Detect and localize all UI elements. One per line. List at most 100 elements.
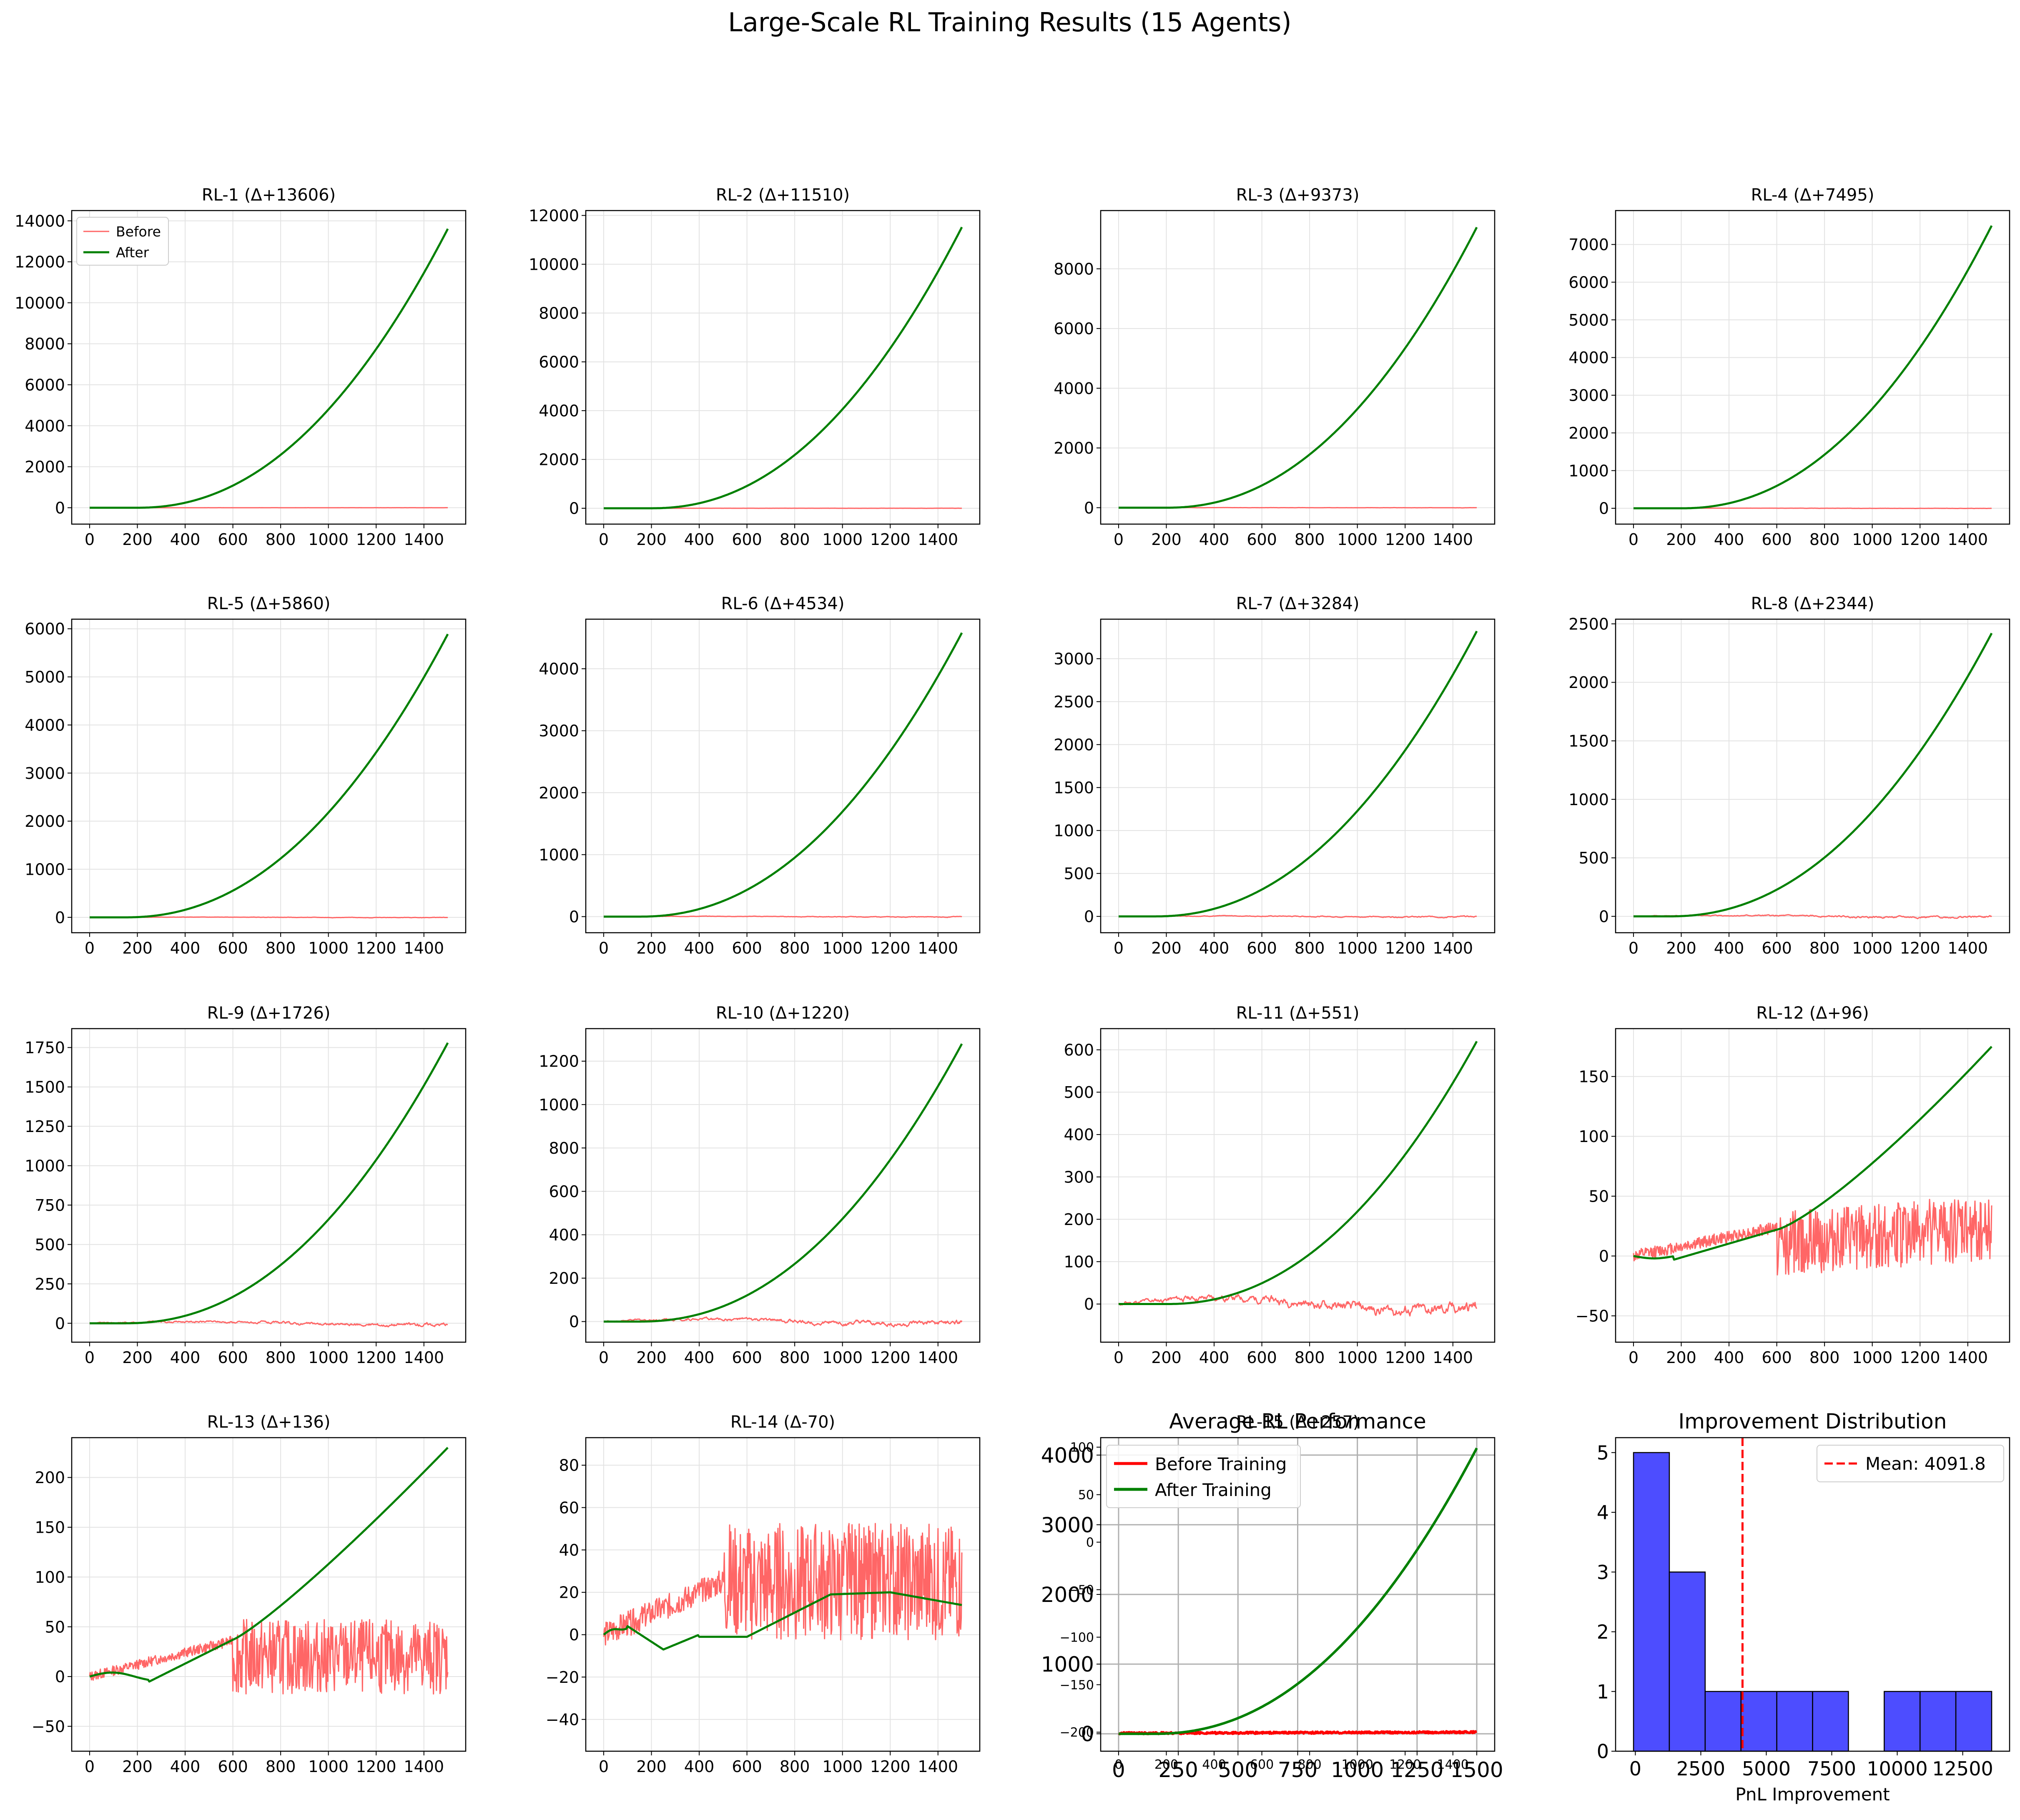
subplot-15: 0 250 500 750 1000 1250 150001000200030004000A… [1041,1409,1503,1782]
y-tick-label: 1250 [25,1117,65,1136]
y-tick-label: 12000 [529,206,579,225]
y-tick-label: 200 [549,1269,579,1288]
x-tick-label: 200 [1151,939,1182,957]
x-tick-label: 1200 [356,939,396,957]
x-tick-label: 10000 [1867,1757,1927,1780]
y-tick-label: 2000 [25,458,65,476]
y-tick-label: 0 [1084,499,1094,517]
y-tick-label: −40 [546,1710,579,1729]
x-tick-label: 1400 [918,1757,958,1776]
y-tick-label: 8000 [1054,260,1094,278]
x-tick-label: 200 [1666,1348,1696,1367]
after-series-line [1634,633,1993,918]
y-tick-label: 5000 [25,668,65,686]
y-tick-label: 500 [35,1235,65,1254]
x-tick-label: 400 [1714,939,1744,957]
x-tick-label: 1500 [1450,1758,1503,1782]
y-tick-label: 14000 [15,212,65,230]
histogram-bar [1704,1691,1741,1752]
y-tick-label: −50 [1576,1307,1609,1325]
x-tick-label: 800 [780,530,810,549]
subplot-16: 0 2500 5000 7500 10000 12500 0 1 2 3 4 5 Improvement… [1597,1409,2010,1805]
after-series-line [604,226,963,510]
subplot-title: RL-11 (Δ+551) [1236,1004,1360,1023]
legend-box [1106,1445,1301,1508]
y-tick-label: 5000 [1568,311,1609,329]
y-tick-label: 1000 [539,1096,579,1114]
x-axis-label: PnL Improvement [1735,1784,1890,1805]
y-tick-label: 40 [559,1541,579,1559]
x-tick-label: 800 [1298,1757,1322,1772]
x-tick-label: 800 [266,1757,296,1776]
x-tick-label: 800 [266,1348,296,1367]
x-tick-label: 1200 [1385,530,1425,549]
y-tick-label: 1000 [1041,1652,1094,1677]
after-series-line [1633,1046,1992,1261]
axes-frame [1100,1437,1496,1752]
y-tick-label: 0 [1084,908,1094,926]
y-tick-label: 1500 [1568,732,1609,751]
y-tick-label: 10000 [15,294,65,312]
legend-label-mean: Mean: 4091.8 [1865,1453,1986,1474]
after-series-line [90,1042,449,1325]
x-tick-label: 500 [1218,1758,1258,1782]
x-tick-label: 750 [1278,1758,1317,1782]
subplot-title: RL-6 (Δ+4534) [721,594,845,613]
y-tick-label: 0 [55,909,65,927]
x-tick-label: 800 [1295,1348,1325,1367]
x-tick-label: 1200 [1900,530,1940,549]
x-tick-label: 0 [1629,939,1639,957]
x-tick-label: 600 [732,939,762,957]
y-tick-label: 3000 [1054,650,1094,668]
y-tick-label: 50 [45,1618,65,1636]
x-tick-label: 0 [85,1757,95,1776]
x-tick-label: 1200 [870,1348,911,1367]
x-tick-label: 200 [1666,530,1696,549]
axes-frame [71,1437,467,1752]
y-tick-label: 0 [1081,1722,1094,1746]
y-tick-label: 0 [55,1668,65,1686]
y-tick-label: 2500 [1054,693,1094,711]
x-tick-label: 600 [732,1348,762,1367]
x-tick-label: 0 [1114,530,1124,549]
x-tick-label: 800 [780,1348,810,1367]
histogram-bar [1884,1691,1921,1752]
after-series-line [1634,225,1993,510]
after-series-line [90,228,449,509]
x-tick-label: 600 [1250,1757,1274,1772]
x-tick-label: 400 [1199,1348,1230,1367]
x-tick-label: 1000 [1331,1758,1384,1782]
x-tick-label: 600 [1247,1348,1277,1367]
x-tick-label: 1000 [308,530,349,549]
y-tick-label: 1000 [25,860,65,879]
y-tick-label: 600 [1064,1041,1094,1059]
x-tick-label: 800 [780,939,810,957]
axes-frame [585,1028,981,1343]
subplot-title: RL-12 (Δ+96) [1756,1004,1869,1023]
subplot-title: RL-4 (Δ+7495) [1751,186,1874,205]
axes-frame [1100,1028,1496,1343]
y-tick-label: 2000 [1568,673,1609,692]
x-tick-label: 0 [1114,1348,1124,1367]
x-tick-label: 600 [732,1757,762,1776]
y-tick-label: 80 [559,1456,579,1475]
axes-frame [585,210,981,525]
x-tick-label: 1000 [1337,939,1378,957]
subplot-title: RL-3 (Δ+9373) [1236,186,1360,205]
before-series-line [603,1316,963,1328]
y-tick-label: 5 [1597,1441,1609,1464]
x-tick-label: 400 [1199,530,1230,549]
x-tick-label: 1000 [308,1757,349,1776]
x-tick-label: 0 [599,1348,609,1367]
y-tick-label: 60 [559,1499,579,1517]
y-tick-label: 1500 [25,1078,65,1096]
y-tick-label: 50 [1589,1187,1609,1206]
x-tick-label: 0 [1629,1757,1641,1780]
x-tick-label: 1000 [1852,1348,1892,1367]
x-tick-label: 0 [1629,1348,1639,1367]
x-tick-label: 200 [1151,530,1182,549]
x-tick-label: 800 [266,530,296,549]
y-tick-label: 4000 [539,402,579,420]
before-series-line [89,1619,449,1695]
subplot-9: 0 200 400 600 800 1000 1200 1400 0 250 500 750 1000 1… [25,1004,467,1367]
